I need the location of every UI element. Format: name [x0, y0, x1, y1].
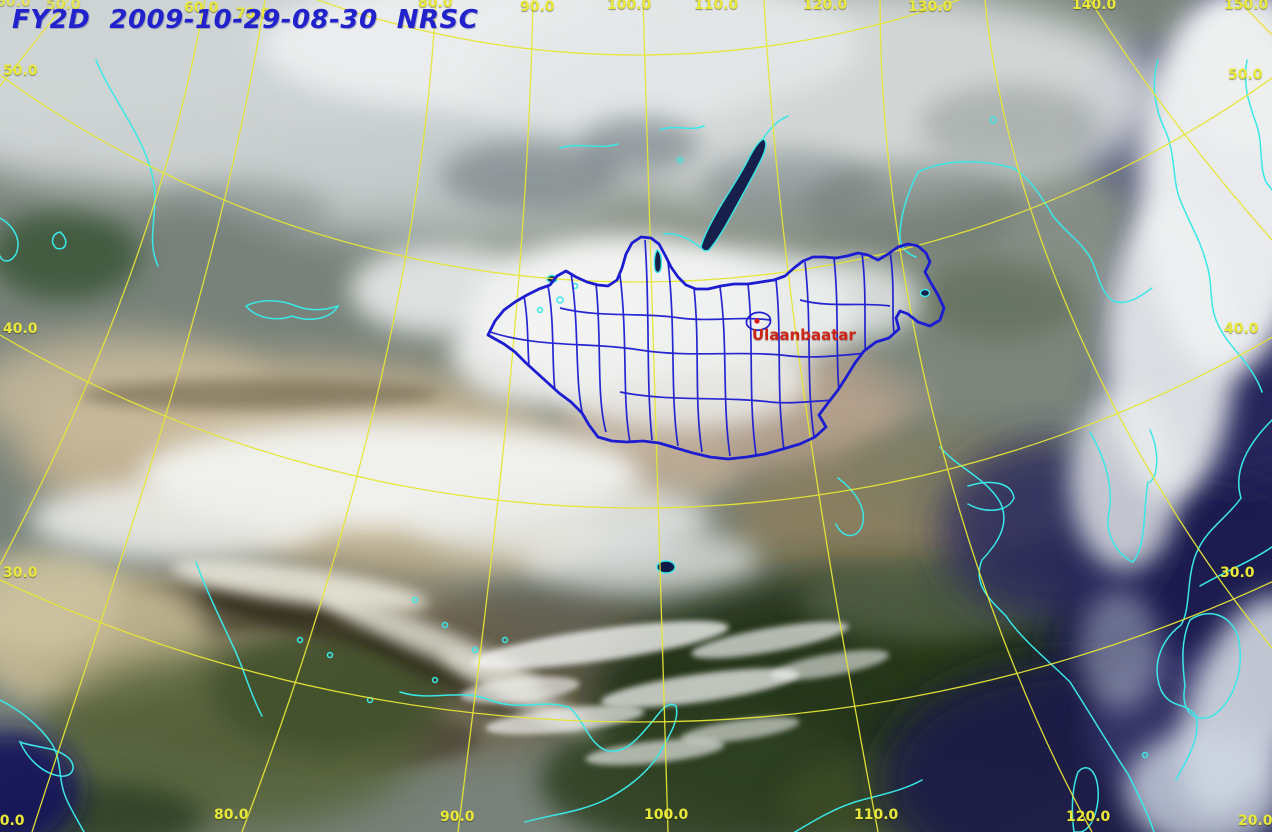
city-label-ulaanbaatar: Ulaanbaatar — [752, 326, 856, 344]
lon-label-top-120: 120.0 — [803, 0, 848, 13]
lon-label-top-110: 110.0 — [694, 0, 739, 13]
lake-qinghai — [656, 560, 676, 574]
lon-label-bottom-90: 90.0 — [440, 809, 475, 825]
lon-label-bottom-120: 120.0 — [1066, 809, 1111, 825]
meridian-50e — [0, 0, 69, 87]
lon-label-top-50: 50.0 — [46, 0, 81, 13]
lake-baikal — [700, 138, 767, 252]
lon-label-top-70: 70.0 — [236, 6, 271, 22]
lat-label-right-40: 40.0 — [1224, 321, 1259, 337]
lake-hulun — [919, 288, 931, 298]
meridian-80e — [241, 0, 437, 832]
meridian-90e — [457, 0, 534, 832]
lat-label-left-30: 30.0 — [3, 565, 38, 581]
lon-label-bottom-70: 70.0 — [0, 813, 25, 829]
lon-label-top-60: 60.0 — [184, 0, 219, 16]
ulaanbaatar-city-marker — [754, 318, 760, 324]
lon-label-top-140: 140.0 — [1072, 0, 1117, 13]
meridian-130e — [984, 0, 1272, 649]
meridian-150e — [1237, 0, 1272, 36]
lon-label-top-80: 80.0 — [418, 0, 453, 11]
parallel-60n — [316, 0, 960, 56]
mongolia-outline — [486, 235, 946, 461]
lon-label-top-90: 90.0 — [520, 0, 555, 15]
lat-label-right-50: 50.0 — [1228, 67, 1263, 83]
lon-label-top-130: 130.0 — [908, 0, 953, 15]
lat-label-topleft-60: 60.0 — [0, 0, 31, 10]
lon-label-top-100: 100.0 — [607, 0, 652, 13]
parallel-lines — [0, 0, 1272, 723]
lon-label-bottom-100: 100.0 — [644, 807, 689, 823]
ulaanbaatar-city-boundary — [745, 311, 772, 331]
lon-label-bottom-110: 110.0 — [854, 807, 899, 823]
lat-label-right-30: 30.0 — [1220, 565, 1255, 581]
lon-label-top-150: 150.0 — [1224, 0, 1269, 13]
lake-hovsgol — [653, 249, 663, 274]
lat-label-bottomright-20: 20.0 — [1238, 813, 1272, 829]
lon-label-bottom-80: 80.0 — [214, 807, 249, 823]
image-title: FY2D 2009-10-29-08-30 NRSC — [12, 5, 479, 35]
meridian-60e — [0, 0, 206, 566]
meridian-140e — [1089, 0, 1272, 241]
parallel-40n — [0, 333, 1272, 509]
parallel-30n — [0, 578, 1272, 723]
meridian-120e — [879, 0, 1093, 832]
parallel-50n — [0, 73, 1272, 283]
lat-label-left-40: 40.0 — [3, 321, 38, 337]
meridian-110e — [763, 0, 879, 832]
lat-label-left-50: 50.0 — [3, 63, 38, 79]
meridian-70e — [31, 0, 266, 832]
